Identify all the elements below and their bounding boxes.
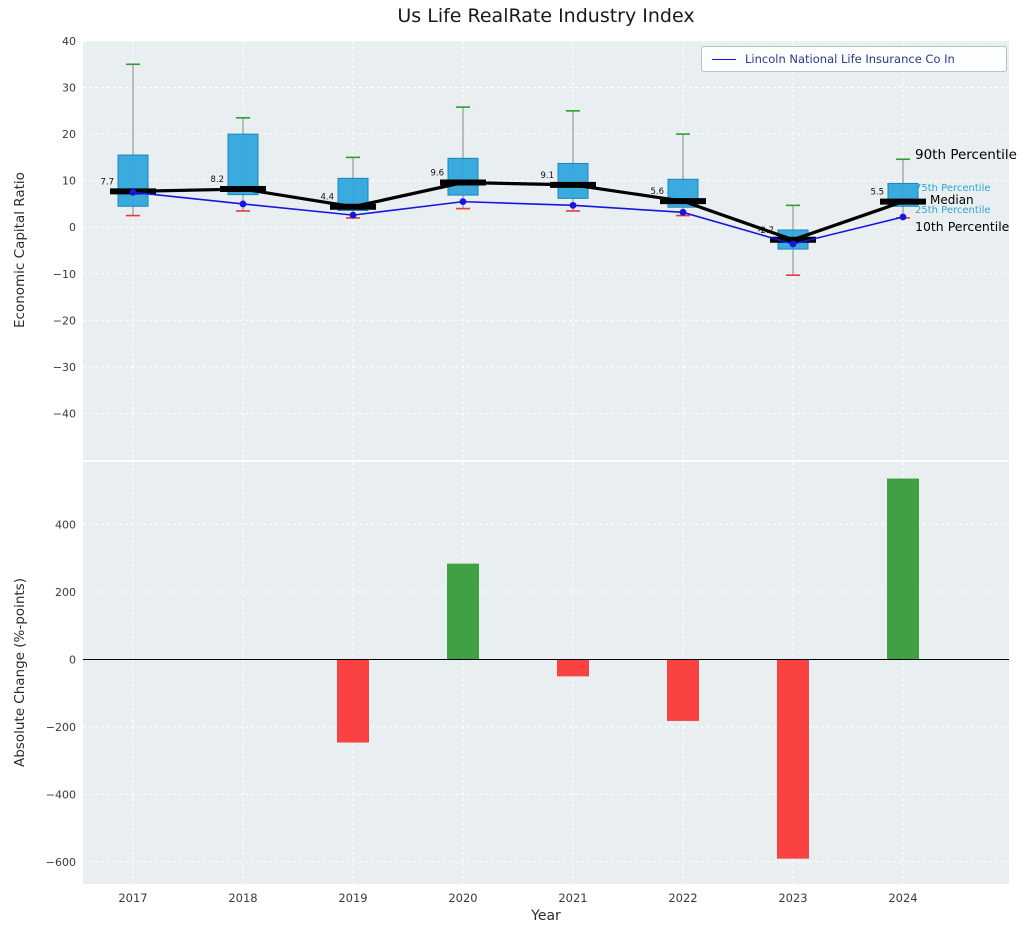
x-tick-label: 2023 bbox=[778, 891, 807, 905]
y-tick-label-bottom: 200 bbox=[55, 586, 76, 599]
median-value-label: 9.6 bbox=[430, 169, 444, 179]
median-value-label: 5.6 bbox=[650, 187, 664, 197]
annotation-75th-percentile: 75th Percentile bbox=[915, 183, 991, 194]
bar-2021 bbox=[557, 659, 589, 677]
top-y-axis-label: Economic Capital Ratio bbox=[12, 172, 28, 329]
y-tick-label-top: 0 bbox=[69, 221, 76, 234]
y-tick-label-bottom: −400 bbox=[46, 789, 76, 802]
bottom-y-axis-label: Absolute Change (%-points) bbox=[12, 578, 28, 768]
x-tick-label: 2021 bbox=[558, 891, 587, 905]
y-tick-label-top: 10 bbox=[62, 175, 76, 188]
y-tick-label-top: 40 bbox=[62, 35, 76, 48]
y-tick-label-top: −40 bbox=[53, 407, 76, 420]
company-point-2020 bbox=[459, 198, 467, 206]
legend-label: Lincoln National Life Insurance Co In bbox=[745, 52, 955, 66]
bottom-panel-bg bbox=[83, 462, 1009, 884]
company-point-2019 bbox=[349, 211, 357, 219]
box-2017 bbox=[117, 154, 149, 207]
annotation-90th-percentile: 90th Percentile bbox=[915, 147, 1017, 163]
x-tick-label: 2020 bbox=[448, 891, 477, 905]
annotation-25th-percentile: 25th Percentile bbox=[915, 205, 991, 216]
x-tick-label: 2019 bbox=[338, 891, 367, 905]
x-tick-label: 2017 bbox=[118, 891, 147, 905]
chart-title: Us Life RealRate Industry Index bbox=[397, 5, 695, 27]
legend: Lincoln National Life Insurance Co In bbox=[701, 46, 1007, 72]
median-value-label: 9.1 bbox=[540, 171, 554, 181]
median-value-label: 5.5 bbox=[870, 188, 884, 198]
x-tick-label: 2018 bbox=[228, 891, 257, 905]
y-tick-label-bottom: −600 bbox=[46, 856, 76, 869]
annotation-10th-percentile: 10th Percentile bbox=[915, 219, 1010, 234]
y-tick-label-top: 30 bbox=[62, 82, 76, 95]
y-tick-label-top: −20 bbox=[53, 314, 76, 327]
y-tick-label-bottom: 400 bbox=[55, 518, 76, 531]
box-2018 bbox=[227, 133, 259, 196]
box-2020 bbox=[447, 157, 479, 196]
legend-line-icon bbox=[712, 58, 736, 60]
bar-2022 bbox=[667, 659, 699, 721]
median-value-label: 8.2 bbox=[210, 175, 224, 185]
company-point-2017 bbox=[129, 188, 137, 196]
bar-2024 bbox=[887, 478, 919, 660]
company-point-2018 bbox=[239, 200, 247, 208]
bar-2023 bbox=[777, 659, 809, 859]
box-2021 bbox=[557, 162, 589, 199]
x-tick-label: 2024 bbox=[888, 891, 917, 905]
company-point-2023 bbox=[789, 240, 797, 248]
y-tick-label-bottom: −200 bbox=[46, 721, 76, 734]
x-tick-label: 2022 bbox=[668, 891, 697, 905]
median-value-label: -2.7 bbox=[757, 226, 774, 236]
median-value-label: 7.7 bbox=[100, 177, 114, 187]
company-point-2024 bbox=[899, 213, 907, 221]
company-point-2022 bbox=[679, 208, 687, 216]
bar-2019 bbox=[337, 659, 369, 743]
y-tick-label-top: 20 bbox=[62, 128, 76, 141]
y-tick-label-bottom: 0 bbox=[69, 653, 76, 666]
company-point-2021 bbox=[569, 201, 577, 209]
median-value-label: 4.4 bbox=[320, 193, 334, 203]
y-tick-label-top: −10 bbox=[53, 268, 76, 281]
bar-2020 bbox=[447, 563, 479, 660]
y-tick-label-top: −30 bbox=[53, 361, 76, 374]
x-axis-label: Year bbox=[531, 908, 561, 924]
top-panel-bg bbox=[83, 41, 1009, 460]
company-line bbox=[132, 191, 904, 245]
annotation-median: Median bbox=[930, 193, 974, 207]
